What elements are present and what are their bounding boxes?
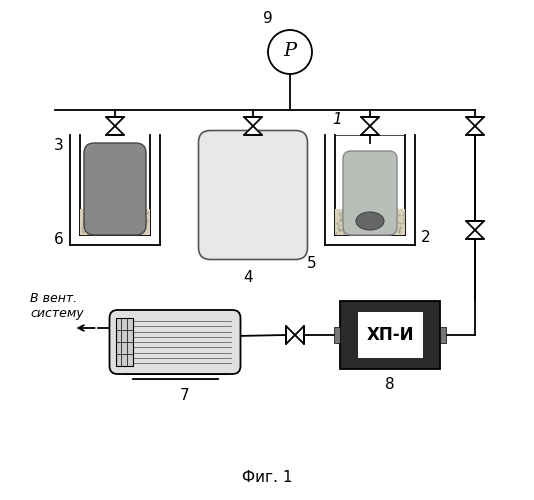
Polygon shape <box>361 117 379 126</box>
Text: 6: 6 <box>54 232 64 246</box>
Polygon shape <box>466 126 484 135</box>
FancyBboxPatch shape <box>343 151 397 235</box>
Polygon shape <box>286 326 295 344</box>
Bar <box>340 301 440 369</box>
Bar <box>357 312 422 358</box>
FancyBboxPatch shape <box>199 130 308 260</box>
FancyBboxPatch shape <box>109 310 240 374</box>
Polygon shape <box>244 126 262 135</box>
Bar <box>335 209 405 235</box>
Text: В вент.
систему: В вент. систему <box>30 292 84 320</box>
Text: 1: 1 <box>332 112 342 128</box>
Circle shape <box>268 30 312 74</box>
Polygon shape <box>244 117 262 126</box>
Text: 2: 2 <box>421 230 430 244</box>
Ellipse shape <box>356 212 384 230</box>
Text: 5: 5 <box>308 256 317 270</box>
Polygon shape <box>466 221 484 230</box>
Text: 3: 3 <box>54 138 64 152</box>
Polygon shape <box>106 117 124 126</box>
Text: P: P <box>284 42 296 60</box>
Polygon shape <box>466 230 484 239</box>
Text: ХП-И: ХП-И <box>366 326 414 344</box>
Text: 4: 4 <box>243 270 253 284</box>
Polygon shape <box>466 117 484 126</box>
Bar <box>334 327 340 343</box>
Bar <box>115 318 132 366</box>
Text: 9: 9 <box>263 11 273 26</box>
Text: 7: 7 <box>180 388 190 403</box>
Bar <box>80 209 150 235</box>
Polygon shape <box>106 126 124 135</box>
Polygon shape <box>295 326 304 344</box>
Text: Фиг. 1: Фиг. 1 <box>242 470 292 486</box>
Bar <box>440 327 446 343</box>
Polygon shape <box>361 126 379 135</box>
FancyBboxPatch shape <box>84 143 146 235</box>
Text: 8: 8 <box>385 377 395 392</box>
